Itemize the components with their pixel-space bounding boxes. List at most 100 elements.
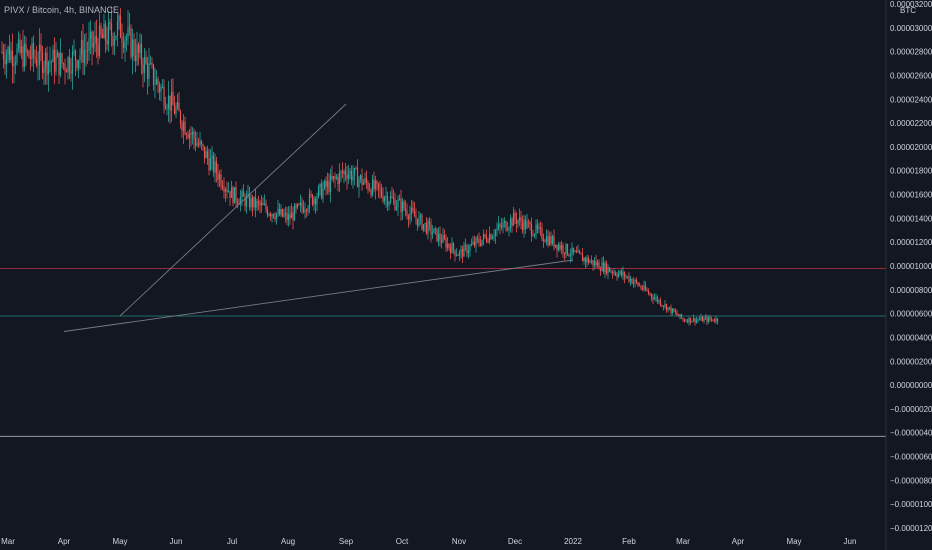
candle-body [83,50,86,63]
candle-body [389,196,392,203]
candle-body [334,176,336,179]
candle-body [326,181,329,187]
candle-body [344,171,347,176]
candle-body [155,79,158,85]
candle-body [34,57,36,59]
y-tick-label: −0.00000800 [890,476,932,485]
candle-body [589,261,591,263]
y-tick-label: −0.00001000 [890,500,932,509]
candle-body [266,209,269,216]
symbol-title[interactable]: PIVX / Bitcoin, 4h, BINANCE [4,5,120,15]
candle-body [479,243,482,246]
candle-body [397,200,399,207]
candle-body [101,34,104,39]
candle-body [86,50,89,52]
candle-body [182,121,185,131]
candle-body [118,15,120,22]
candle-body [106,40,108,45]
candle-body [593,261,596,266]
candle-body [131,39,134,57]
candle-body [436,228,438,241]
candle-body [311,195,314,205]
candle-body [134,55,137,62]
candle-body [665,304,668,311]
candle-body [496,228,498,231]
candle-body [269,214,272,217]
candle-body [200,140,203,145]
y-tick-label: 0.00000400 [890,334,932,343]
candle-body [280,209,282,215]
trendline[interactable] [119,103,347,317]
candle-body [380,189,383,196]
candle-body [503,221,506,224]
candle-body [674,311,677,313]
candle-body [695,319,698,323]
candle-body [392,197,395,199]
candle-body [257,201,260,203]
candle-body [125,37,128,41]
candle-body [409,213,411,220]
candle-body [658,300,660,302]
candle-body [37,64,39,66]
candle-body [91,31,93,48]
candle-body [154,84,156,85]
candle-body [637,282,639,286]
candle-body [592,260,594,266]
trendline[interactable] [63,259,574,332]
candle-body [233,187,236,204]
candle-body [149,63,152,64]
candle-body [367,183,369,190]
candle-body [527,221,530,223]
candle-body [520,217,522,223]
candle-body [256,201,258,208]
candle-body [659,300,662,306]
candle-body [245,196,248,207]
candle-body [439,233,441,241]
candle-body [374,181,377,190]
candle-body [196,143,198,146]
candle-body [253,196,255,208]
candle-body [358,179,360,188]
candle-body [488,234,491,242]
candle-body [685,320,687,322]
candle-body [229,191,231,198]
candle-body [299,202,302,205]
candle-body [515,218,518,224]
x-tick-label: Nov [452,537,466,546]
candle-body [152,64,155,85]
price-axis[interactable]: 0.00003200 0.00003000 0.00002800 0.00002600… [890,0,932,533]
candle-body [296,204,299,208]
candle-body [545,236,548,242]
candle-body [635,279,638,283]
candle-body [254,196,257,208]
y-tick-label: 0.00001800 [890,167,932,176]
x-tick-label: Mar [1,537,15,546]
candle-body [244,196,246,207]
candle-body [313,198,315,205]
candle-body [142,64,144,73]
candle-body [428,221,431,224]
candle-body [424,222,426,225]
candle-body [583,257,585,262]
candle-body [8,46,11,60]
candle-body [85,50,87,52]
candle-body [667,307,669,311]
candle-body [676,312,678,316]
y-tick-label: 0.00001000 [890,262,932,271]
candle-body [161,86,164,88]
candle-body [217,173,219,180]
candle-body [500,225,503,228]
candle-body [113,39,116,46]
candle-body [103,23,105,39]
candle-body [64,63,66,71]
time-axis[interactable]: Mar Apr May Jun Jul Aug Sep Oct Nov Dec 2022 Feb Mar… [1,537,856,546]
candle-body [130,28,132,57]
candle-body [650,293,653,298]
candle-body [137,44,140,53]
candle-body [455,255,458,256]
candle-body [388,202,390,206]
candle-body [20,46,23,53]
candle-body [556,244,558,251]
candle-body [607,267,609,274]
